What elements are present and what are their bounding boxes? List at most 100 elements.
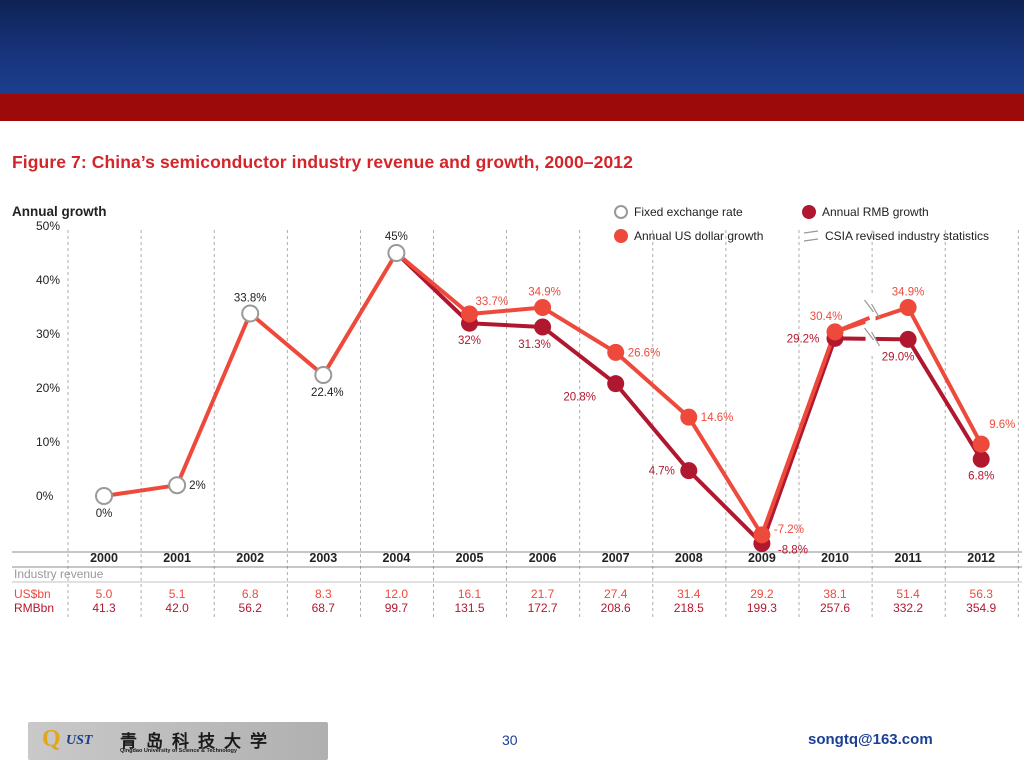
rmb-data-label: 29.2% (787, 333, 820, 345)
revenue-cell: 99.7 (385, 601, 409, 615)
usd-point (826, 323, 844, 341)
page-number: 30 (502, 732, 518, 748)
rmb-data-label: 6.8% (968, 470, 994, 482)
rmb-data-label: 4.7% (649, 466, 675, 478)
rmb-point (534, 318, 552, 336)
usd-point (461, 305, 478, 323)
orange-dot-icon (614, 228, 628, 243)
fixed-rate-line (103, 251, 399, 498)
revenue-cell: 8.3 (315, 587, 332, 601)
y-tick-label: 40% (36, 273, 60, 287)
x-tick-label: 2009 (748, 551, 776, 565)
legend-csia: CSIA revised industry statistics (802, 228, 989, 243)
csia-break-gap (865, 295, 876, 355)
figure-title: Figure 7: China’s semiconductor industry… (12, 152, 633, 172)
y-axis-title: Annual growth (12, 204, 107, 219)
fixed-rate-point (387, 244, 406, 262)
hollow-circle-icon (614, 204, 628, 219)
revenue-cell: 257.6 (820, 601, 850, 615)
rmb-data-label: 31.3% (518, 339, 551, 351)
x-tick-label: 2007 (602, 551, 630, 565)
fixed-rate-point (241, 304, 260, 323)
rmb-point (972, 450, 990, 468)
usd-point (753, 526, 771, 544)
revenue-cell: 12.0 (385, 587, 409, 601)
usd-point (972, 435, 990, 453)
contact-email: songtq@163.com (808, 731, 933, 748)
usd-data-label: 34.9% (528, 287, 561, 299)
revenue-cell: 218.5 (674, 601, 704, 615)
fixed-rate-point (168, 476, 187, 495)
x-tick-label: 2000 (90, 551, 118, 565)
revenue-cell: 5.1 (169, 587, 186, 601)
revenue-row-label: US$bn (14, 587, 51, 601)
usd-point (607, 343, 625, 361)
fixed-rate-label: 33.8% (234, 292, 267, 304)
revenue-row-label: RMBbn (14, 601, 54, 615)
y-tick-label: 0% (36, 489, 54, 503)
fixed-rate-label: 2% (189, 480, 206, 492)
usd-data-label: 9.6% (989, 419, 1015, 431)
rmb-data-label: 29.0% (882, 351, 915, 363)
usd-data-label: 30.4% (810, 311, 843, 323)
logo-english-name: Qingdao University of Science & Technolo… (120, 748, 237, 754)
revenue-cell: 21.7 (531, 587, 555, 601)
revenue-cell: 31.4 (677, 587, 701, 601)
revenue-cell: 5.0 (96, 587, 113, 601)
usd-data-label: 14.6% (701, 412, 734, 424)
revenue-table-title: Industry revenue (14, 567, 104, 581)
y-tick-label: 30% (36, 327, 60, 341)
legend-usd-growth: Annual US dollar growth (614, 228, 763, 243)
rmb-point (680, 462, 698, 480)
revenue-cell: 41.3 (92, 601, 116, 615)
revenue-cell: 51.4 (896, 587, 920, 601)
legend-usd-growth-label: Annual US dollar growth (634, 228, 764, 243)
x-tick-label: 2012 (967, 551, 995, 565)
y-tick-label: 50% (36, 219, 60, 233)
fixed-rate-point (95, 487, 113, 505)
header-blue-band (0, 0, 1024, 94)
rmb-data-label: 32% (458, 335, 481, 347)
fixed-rate-label: 45% (385, 231, 408, 243)
university-logo: Q UST 青岛科技大学 Qingdao University of Scien… (28, 722, 328, 760)
rmb-data-label: 20.8% (563, 392, 596, 404)
y-tick-label: 20% (36, 381, 60, 395)
x-tick-label: 2001 (163, 551, 191, 565)
usd-data-label: 33.7% (476, 296, 509, 308)
x-tick-label: 2002 (236, 551, 264, 565)
x-tick-label: 2005 (456, 551, 484, 565)
legend-rmb-growth: Annual RMB growth (802, 204, 929, 219)
revenue-cell: 16.1 (458, 587, 482, 601)
csia-break-mark (864, 299, 881, 347)
fixed-rate-point (314, 366, 333, 385)
usd-point (899, 299, 917, 317)
usd-data-label: 34.9% (892, 287, 925, 299)
y-tick-label: 10% (36, 435, 60, 449)
usd-data-label: -7.2% (774, 524, 804, 536)
logo-chinese-name: 青岛科技大学 (120, 732, 276, 752)
revenue-cell: 208.6 (601, 601, 631, 615)
revenue-cell: 27.4 (604, 587, 628, 601)
revenue-cell: 6.8 (242, 587, 259, 601)
revenue-cell: 354.9 (966, 601, 996, 615)
legend-fixed-rate: Fixed exchange rate (614, 204, 743, 219)
legend-rmb-growth-label: Annual RMB growth (822, 204, 929, 219)
x-tick-label: 2004 (382, 551, 410, 565)
logo-q: Q (42, 726, 61, 752)
fixed-rate-label: 22.4% (311, 387, 344, 399)
logo-ust: UST (66, 733, 93, 748)
revenue-cell: 38.1 (823, 587, 847, 601)
revenue-cell: 172.7 (528, 601, 558, 615)
revenue-cell: 29.2 (750, 587, 774, 601)
usd-point (680, 408, 698, 426)
revenue-cell: 131.5 (454, 601, 484, 615)
revenue-cell: 68.7 (312, 601, 336, 615)
revenue-cell: 199.3 (747, 601, 777, 615)
usd-point (534, 299, 552, 317)
legend-fixed-rate-label: Fixed exchange rate (634, 204, 743, 219)
revenue-cell: 42.0 (165, 601, 189, 615)
x-tick-label: 2008 (675, 551, 703, 565)
break-slash-icon (803, 230, 819, 242)
x-tick-label: 2011 (895, 551, 922, 565)
usd-data-label: 26.6% (628, 347, 661, 359)
